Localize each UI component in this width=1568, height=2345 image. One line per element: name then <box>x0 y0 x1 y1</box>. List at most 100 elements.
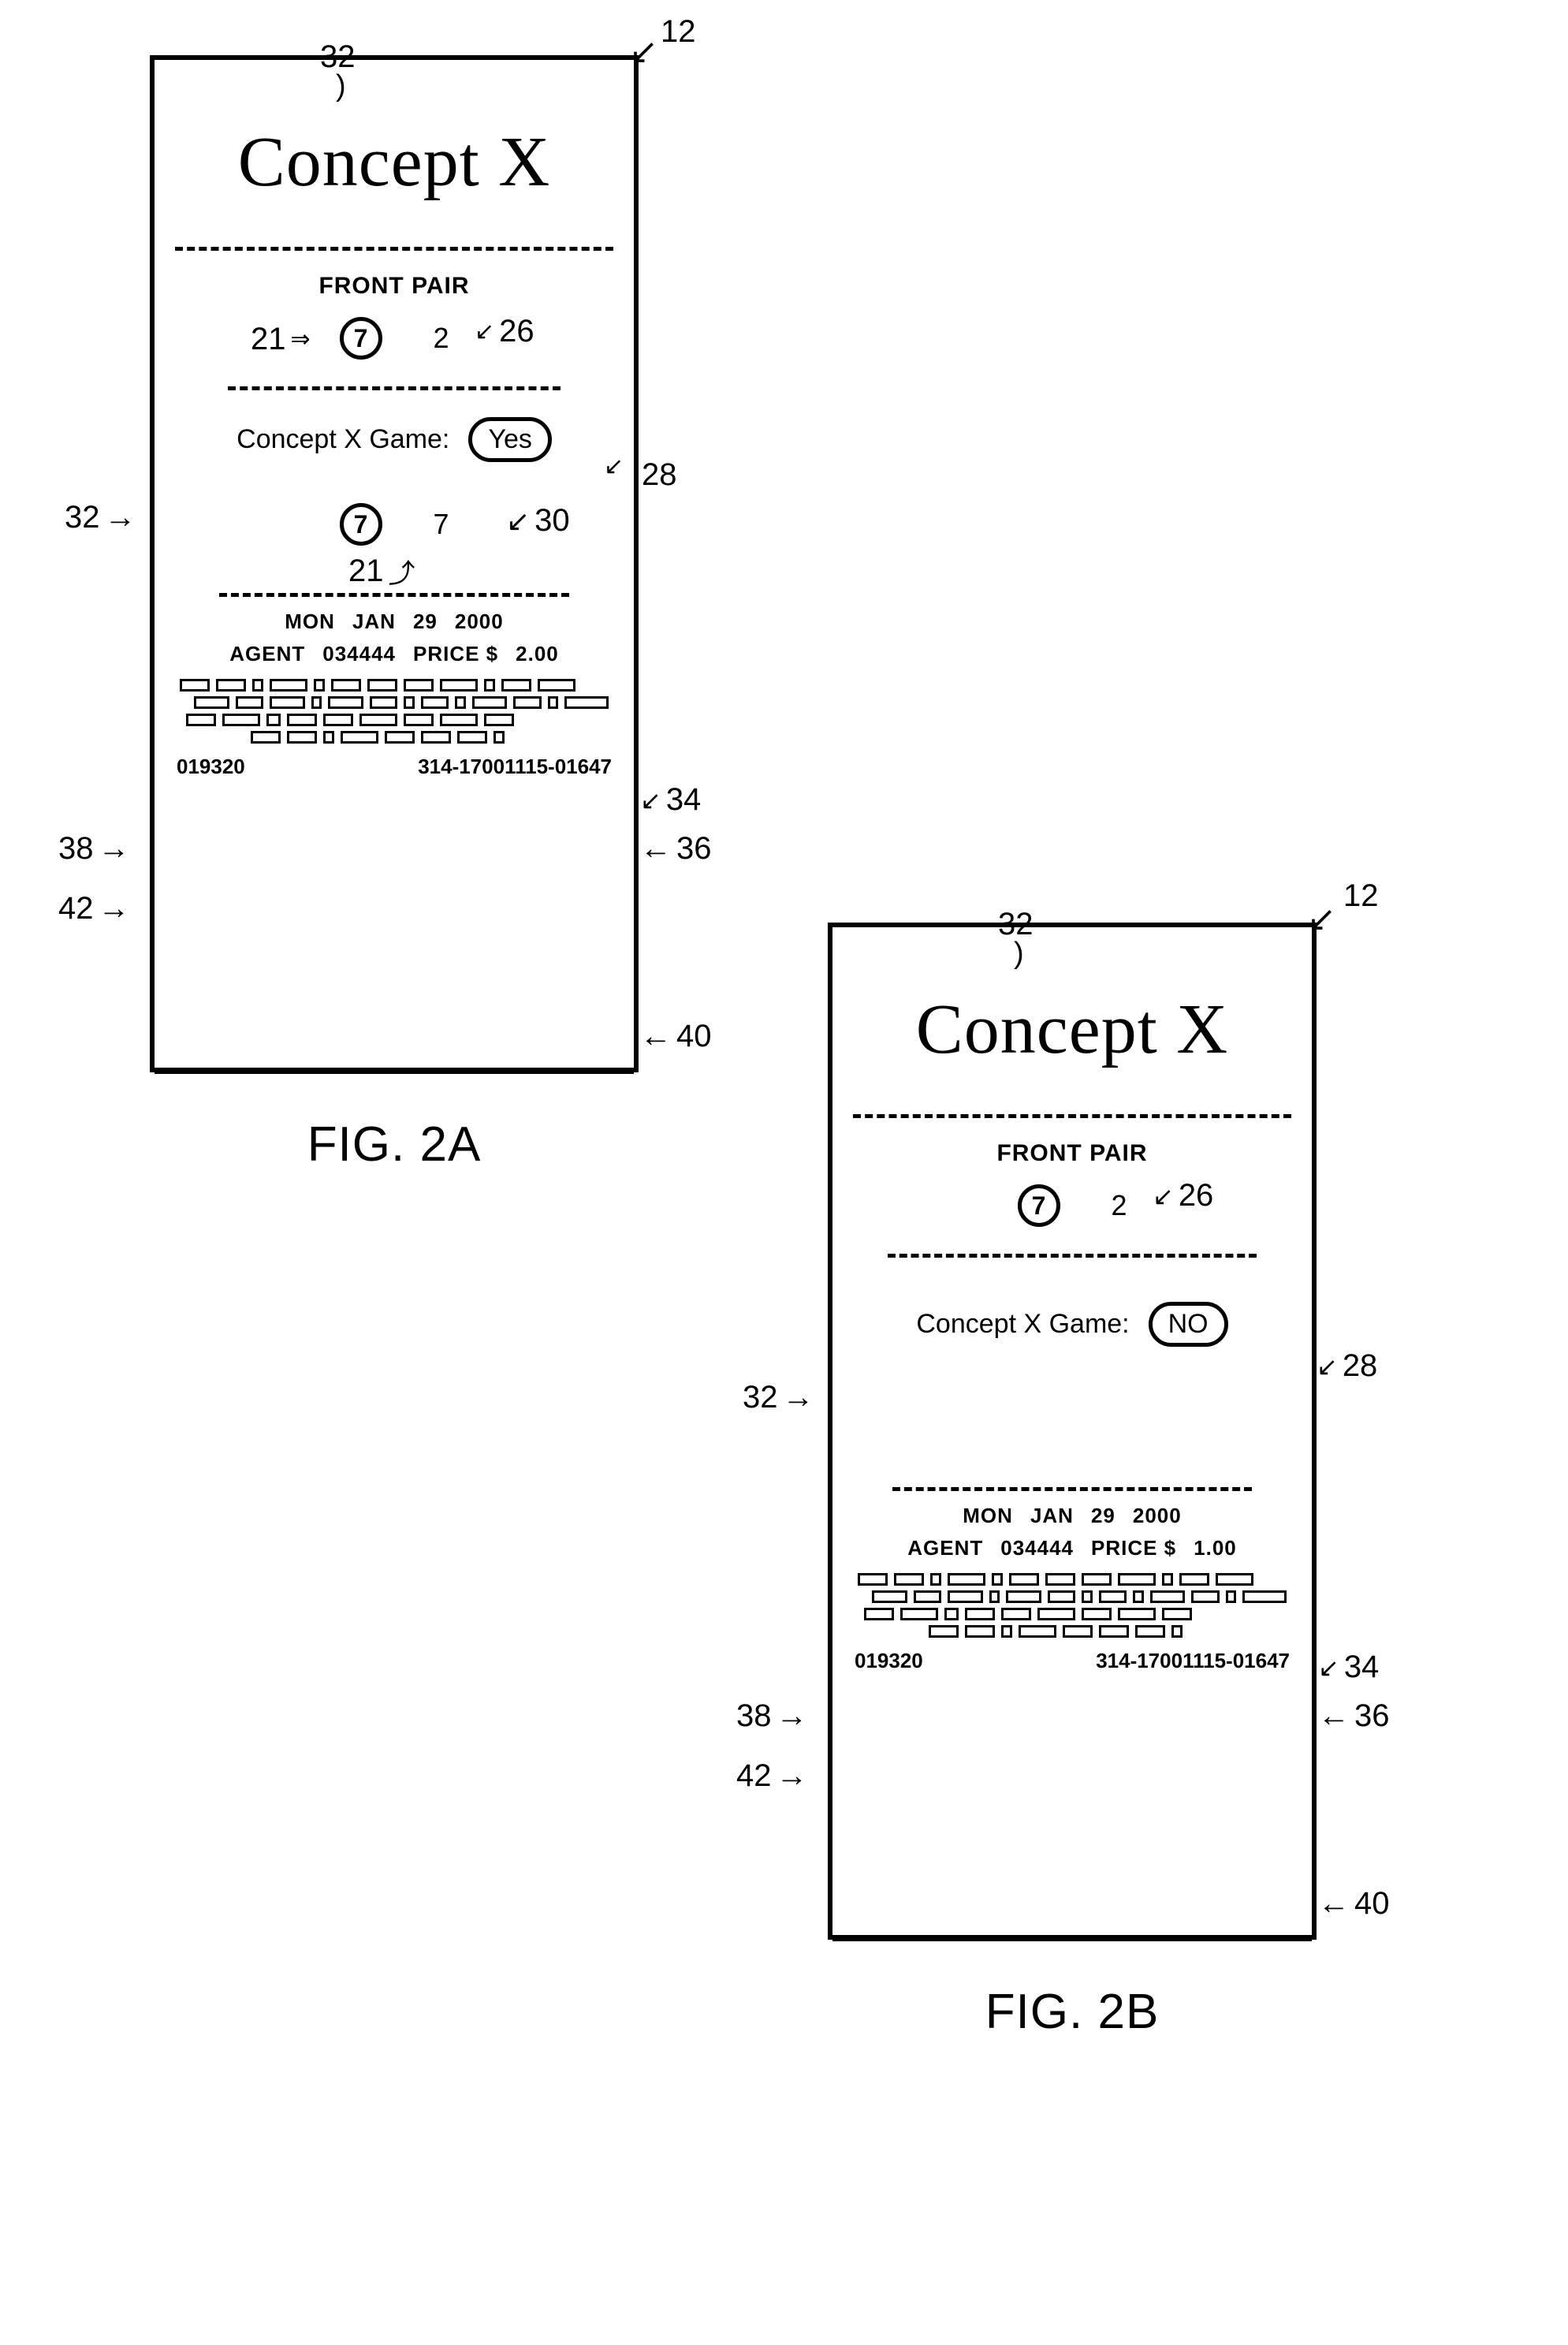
barcode-bar <box>1118 1573 1156 1586</box>
trailing-digit: 2 <box>1111 1189 1127 1221</box>
callout-30: ↙ 30 <box>506 503 570 539</box>
barcode-bar <box>894 1573 924 1586</box>
divider-dashed <box>853 1114 1291 1118</box>
curve-icon: ⤴ <box>389 552 415 591</box>
callout-label: 34 <box>666 782 702 818</box>
callout-label: 26 <box>1179 1178 1214 1214</box>
date-part: 29 <box>413 610 438 634</box>
title-area: Concept X <box>853 941 1291 1086</box>
game-answer-text: Yes <box>488 424 531 454</box>
hook-icon: ↙ <box>640 785 661 815</box>
barcode-bar <box>331 679 361 692</box>
number-pair-row: 21 ⇒ 7 8 2 ↙ 26 <box>175 317 613 360</box>
barcode-bar <box>864 1608 894 1620</box>
barcode-bar <box>1216 1573 1253 1586</box>
callout-38: 38 <box>736 1698 808 1734</box>
callout-label: 30 <box>534 503 570 539</box>
barcode-bar <box>1099 1625 1129 1638</box>
number-value: 7 <box>354 510 368 539</box>
callout-28: ↙ <box>604 453 624 480</box>
callout-label: 32 <box>320 39 356 75</box>
callout-40: 40 <box>1318 1886 1390 1922</box>
callout-34: ↙ 34 <box>640 782 701 818</box>
price-label: PRICE $ <box>1091 1536 1176 1560</box>
barcode-bar <box>236 696 263 709</box>
concept-x-game-line: Concept X Game: NO <box>853 1270 1291 1481</box>
date-part: JAN <box>352 610 396 634</box>
callout-label: 36 <box>1354 1698 1390 1734</box>
divider-dashed <box>892 1487 1252 1491</box>
barcode-bar <box>501 679 531 692</box>
price-value: 1.00 <box>1194 1536 1237 1560</box>
barcode-bar <box>930 1573 941 1586</box>
number-value: 8 <box>1068 1191 1082 1221</box>
barcode-bar <box>404 679 434 692</box>
barcode-bar <box>914 1590 941 1603</box>
barcode-bar <box>370 696 397 709</box>
barcode-row <box>186 714 609 726</box>
agent-label: AGENT <box>907 1536 983 1560</box>
game-label: Concept X Game: <box>916 1309 1129 1340</box>
barcode-bar <box>1063 1625 1093 1638</box>
section-label: FRONT PAIR <box>853 1140 1291 1167</box>
callout-42: 42 <box>736 1758 808 1794</box>
number-value: 8 <box>390 324 404 353</box>
trailing-digit: 7 <box>433 508 449 540</box>
barcode-bar <box>180 679 210 692</box>
barcode-bar <box>472 696 508 709</box>
date-part: MON <box>285 610 335 634</box>
number-value: 7 <box>1032 1191 1046 1221</box>
lead-icon: ↙ <box>475 318 494 345</box>
barcode-area <box>175 679 613 744</box>
agent-price-line: AGENT 034444 PRICE $ 2.00 <box>175 642 613 666</box>
barcode-bar <box>1191 1590 1219 1603</box>
callout-label: 26 <box>499 314 534 349</box>
barcode-bar <box>194 696 229 709</box>
barcode-row <box>929 1625 1287 1638</box>
barcode-row <box>194 696 609 709</box>
circle-pair: 7 8 <box>1018 1184 1097 1227</box>
barcode-row <box>864 1608 1287 1620</box>
number-pair-row-2: 7 8 7 ↙ 30 21 ⤴ <box>175 503 613 546</box>
date-line: MON JAN 29 2000 <box>853 1504 1291 1528</box>
barcode-bar <box>1162 1573 1173 1586</box>
date-part: MON <box>963 1504 1013 1528</box>
barcode-bar <box>484 679 495 692</box>
barcode-bar <box>1171 1625 1183 1638</box>
barcode-bar <box>440 679 478 692</box>
arrow-right-icon <box>783 1380 814 1415</box>
figure-page: ↙ 12 ) 32 Concept X FRONT PAIR 21 ⇒ 7 8 <box>32 47 1536 2298</box>
callout-label: 12 <box>1343 878 1379 914</box>
ticket-b: ) 32 Concept X FRONT PAIR 7 8 2 ↙ 26 <box>828 923 1317 1940</box>
ticket-a: ) 32 Concept X FRONT PAIR 21 ⇒ 7 8 2 ↙ <box>150 55 639 1072</box>
barcode-row <box>251 731 609 744</box>
divider-dashed <box>219 593 570 597</box>
date-part: JAN <box>1030 1504 1074 1528</box>
game-answer-oval: NO <box>1149 1302 1228 1347</box>
lead-icon: ⇒ <box>291 326 311 353</box>
barcode-bar <box>1133 1590 1143 1603</box>
game-answer-text: NO <box>1168 1309 1209 1339</box>
number-pair-row: 7 8 2 ↙ 26 <box>853 1184 1291 1227</box>
price-value: 2.00 <box>516 642 559 666</box>
divider-dashed <box>175 247 613 251</box>
callout-32-title: 32 <box>998 907 1034 942</box>
barcode-bar <box>404 696 414 709</box>
game-label: Concept X Game: <box>237 424 449 455</box>
serial-left: 019320 <box>855 1649 923 1673</box>
callout-21: 21 ⇒ <box>251 322 311 357</box>
barcode-bar <box>266 714 281 726</box>
barcode-bar <box>538 679 575 692</box>
barcode-bar <box>1162 1608 1192 1620</box>
arrow-left-icon <box>640 1019 672 1054</box>
callout-36: 36 <box>1318 1698 1390 1734</box>
barcode-bar <box>1150 1590 1186 1603</box>
callout-12: 12 <box>1343 878 1379 914</box>
callout-34: ↙ 34 <box>1318 1650 1379 1685</box>
hook-icon: ↙ <box>1317 1351 1338 1381</box>
callout-label: 28 <box>1343 1348 1378 1384</box>
hook-icon: ↙ <box>1153 1181 1174 1211</box>
callout-32-arrow: 32 <box>65 500 136 535</box>
barcode-bar <box>440 714 478 726</box>
callout-40: 40 <box>640 1019 712 1054</box>
